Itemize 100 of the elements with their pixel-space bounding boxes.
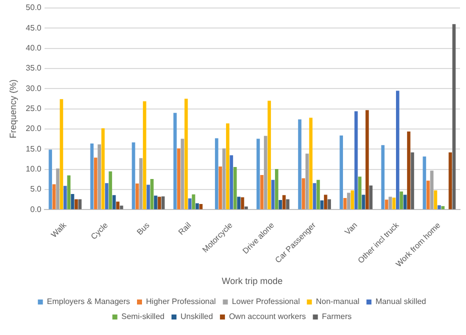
bar <box>305 154 309 210</box>
bar <box>347 192 350 210</box>
legend-label: Non-manual <box>316 297 360 306</box>
bar <box>226 123 230 210</box>
legend-label: Employers & Managers <box>46 297 130 306</box>
bar <box>108 171 112 210</box>
bar <box>180 138 184 210</box>
bar <box>392 198 396 210</box>
bar <box>286 199 290 210</box>
bar <box>438 205 441 210</box>
bar <box>282 195 286 210</box>
bar <box>63 186 67 210</box>
y-tick-label: 50.0 <box>26 3 42 12</box>
bar <box>112 195 116 210</box>
bar <box>218 166 222 210</box>
y-tick-label: 15.0 <box>26 144 42 154</box>
bar <box>244 206 248 210</box>
bar <box>101 128 105 210</box>
bar <box>448 152 452 210</box>
bar <box>105 183 108 210</box>
bar <box>354 111 358 210</box>
bar <box>173 112 177 210</box>
y-tick-label: 30.0 <box>26 84 42 93</box>
legend-label: Semi-skilled <box>121 312 164 322</box>
bar <box>56 168 60 210</box>
legend-label: Farmers <box>322 312 352 322</box>
x-axis-title: Work trip mode <box>222 276 283 286</box>
bar <box>302 178 306 210</box>
bar <box>298 119 302 210</box>
bar <box>366 110 369 210</box>
y-tick-label: 5.0 <box>30 184 42 194</box>
bar <box>358 176 362 210</box>
bar <box>60 99 64 210</box>
bar <box>233 166 237 210</box>
bar <box>188 198 192 210</box>
bar <box>396 90 400 210</box>
legend-label: Unskilled <box>180 312 213 322</box>
x-tick-label: Bus <box>135 220 152 237</box>
bar <box>94 158 98 210</box>
bar <box>177 148 180 210</box>
bar <box>142 101 146 210</box>
bar <box>340 135 343 210</box>
bar <box>90 144 94 210</box>
bar <box>452 24 456 210</box>
bar <box>422 156 426 210</box>
bar <box>256 138 260 210</box>
bar <box>78 199 82 210</box>
bar <box>275 168 278 210</box>
bar <box>116 202 120 210</box>
bar <box>237 196 240 210</box>
bar <box>328 199 331 210</box>
bar <box>214 138 218 210</box>
bar <box>309 118 312 210</box>
bar <box>158 196 162 210</box>
y-tick-label: 35.0 <box>26 64 42 73</box>
bar <box>240 197 244 210</box>
bar <box>369 186 373 210</box>
legend-label: Higher Professional <box>146 297 216 306</box>
bar <box>184 98 188 210</box>
bar <box>196 203 199 210</box>
y-tick-label: 0.0 <box>30 204 42 214</box>
bar <box>426 180 430 210</box>
legend-label: Own account workers <box>228 312 306 322</box>
bar <box>388 196 392 210</box>
bar <box>350 190 354 210</box>
bar <box>150 179 154 210</box>
bar <box>400 192 404 210</box>
y-tick-label: 10.0 <box>26 164 42 174</box>
bar <box>316 180 320 210</box>
bar <box>136 183 139 210</box>
legend-label: Lower Professional <box>232 297 300 306</box>
bar <box>384 200 388 210</box>
bar <box>260 175 264 210</box>
bar <box>410 152 414 210</box>
y-tick-label: 40.0 <box>26 44 42 53</box>
bar <box>146 184 150 210</box>
y-tick-label: 20.0 <box>26 124 42 134</box>
y-tick-label: 25.0 <box>26 104 42 114</box>
legend-label: Manual skilled <box>375 297 426 306</box>
y-tick-label: 45.0 <box>26 23 42 32</box>
bar <box>324 194 328 210</box>
y-axis-title: Frequency (%) <box>8 79 18 138</box>
bar <box>132 142 136 210</box>
x-tick-label: Rail <box>176 220 193 237</box>
x-tick-label: Van <box>343 220 360 237</box>
bar <box>381 145 385 210</box>
bar <box>67 175 71 210</box>
bar <box>312 183 316 210</box>
bar <box>48 150 52 210</box>
bar <box>98 144 101 210</box>
bar <box>74 199 78 210</box>
bar <box>268 100 271 210</box>
bar <box>430 170 434 210</box>
bar <box>222 148 226 210</box>
bar <box>230 155 234 210</box>
bar <box>278 200 282 210</box>
bar <box>139 158 143 210</box>
bar <box>154 196 158 210</box>
bar <box>407 131 410 210</box>
bar <box>264 136 268 210</box>
